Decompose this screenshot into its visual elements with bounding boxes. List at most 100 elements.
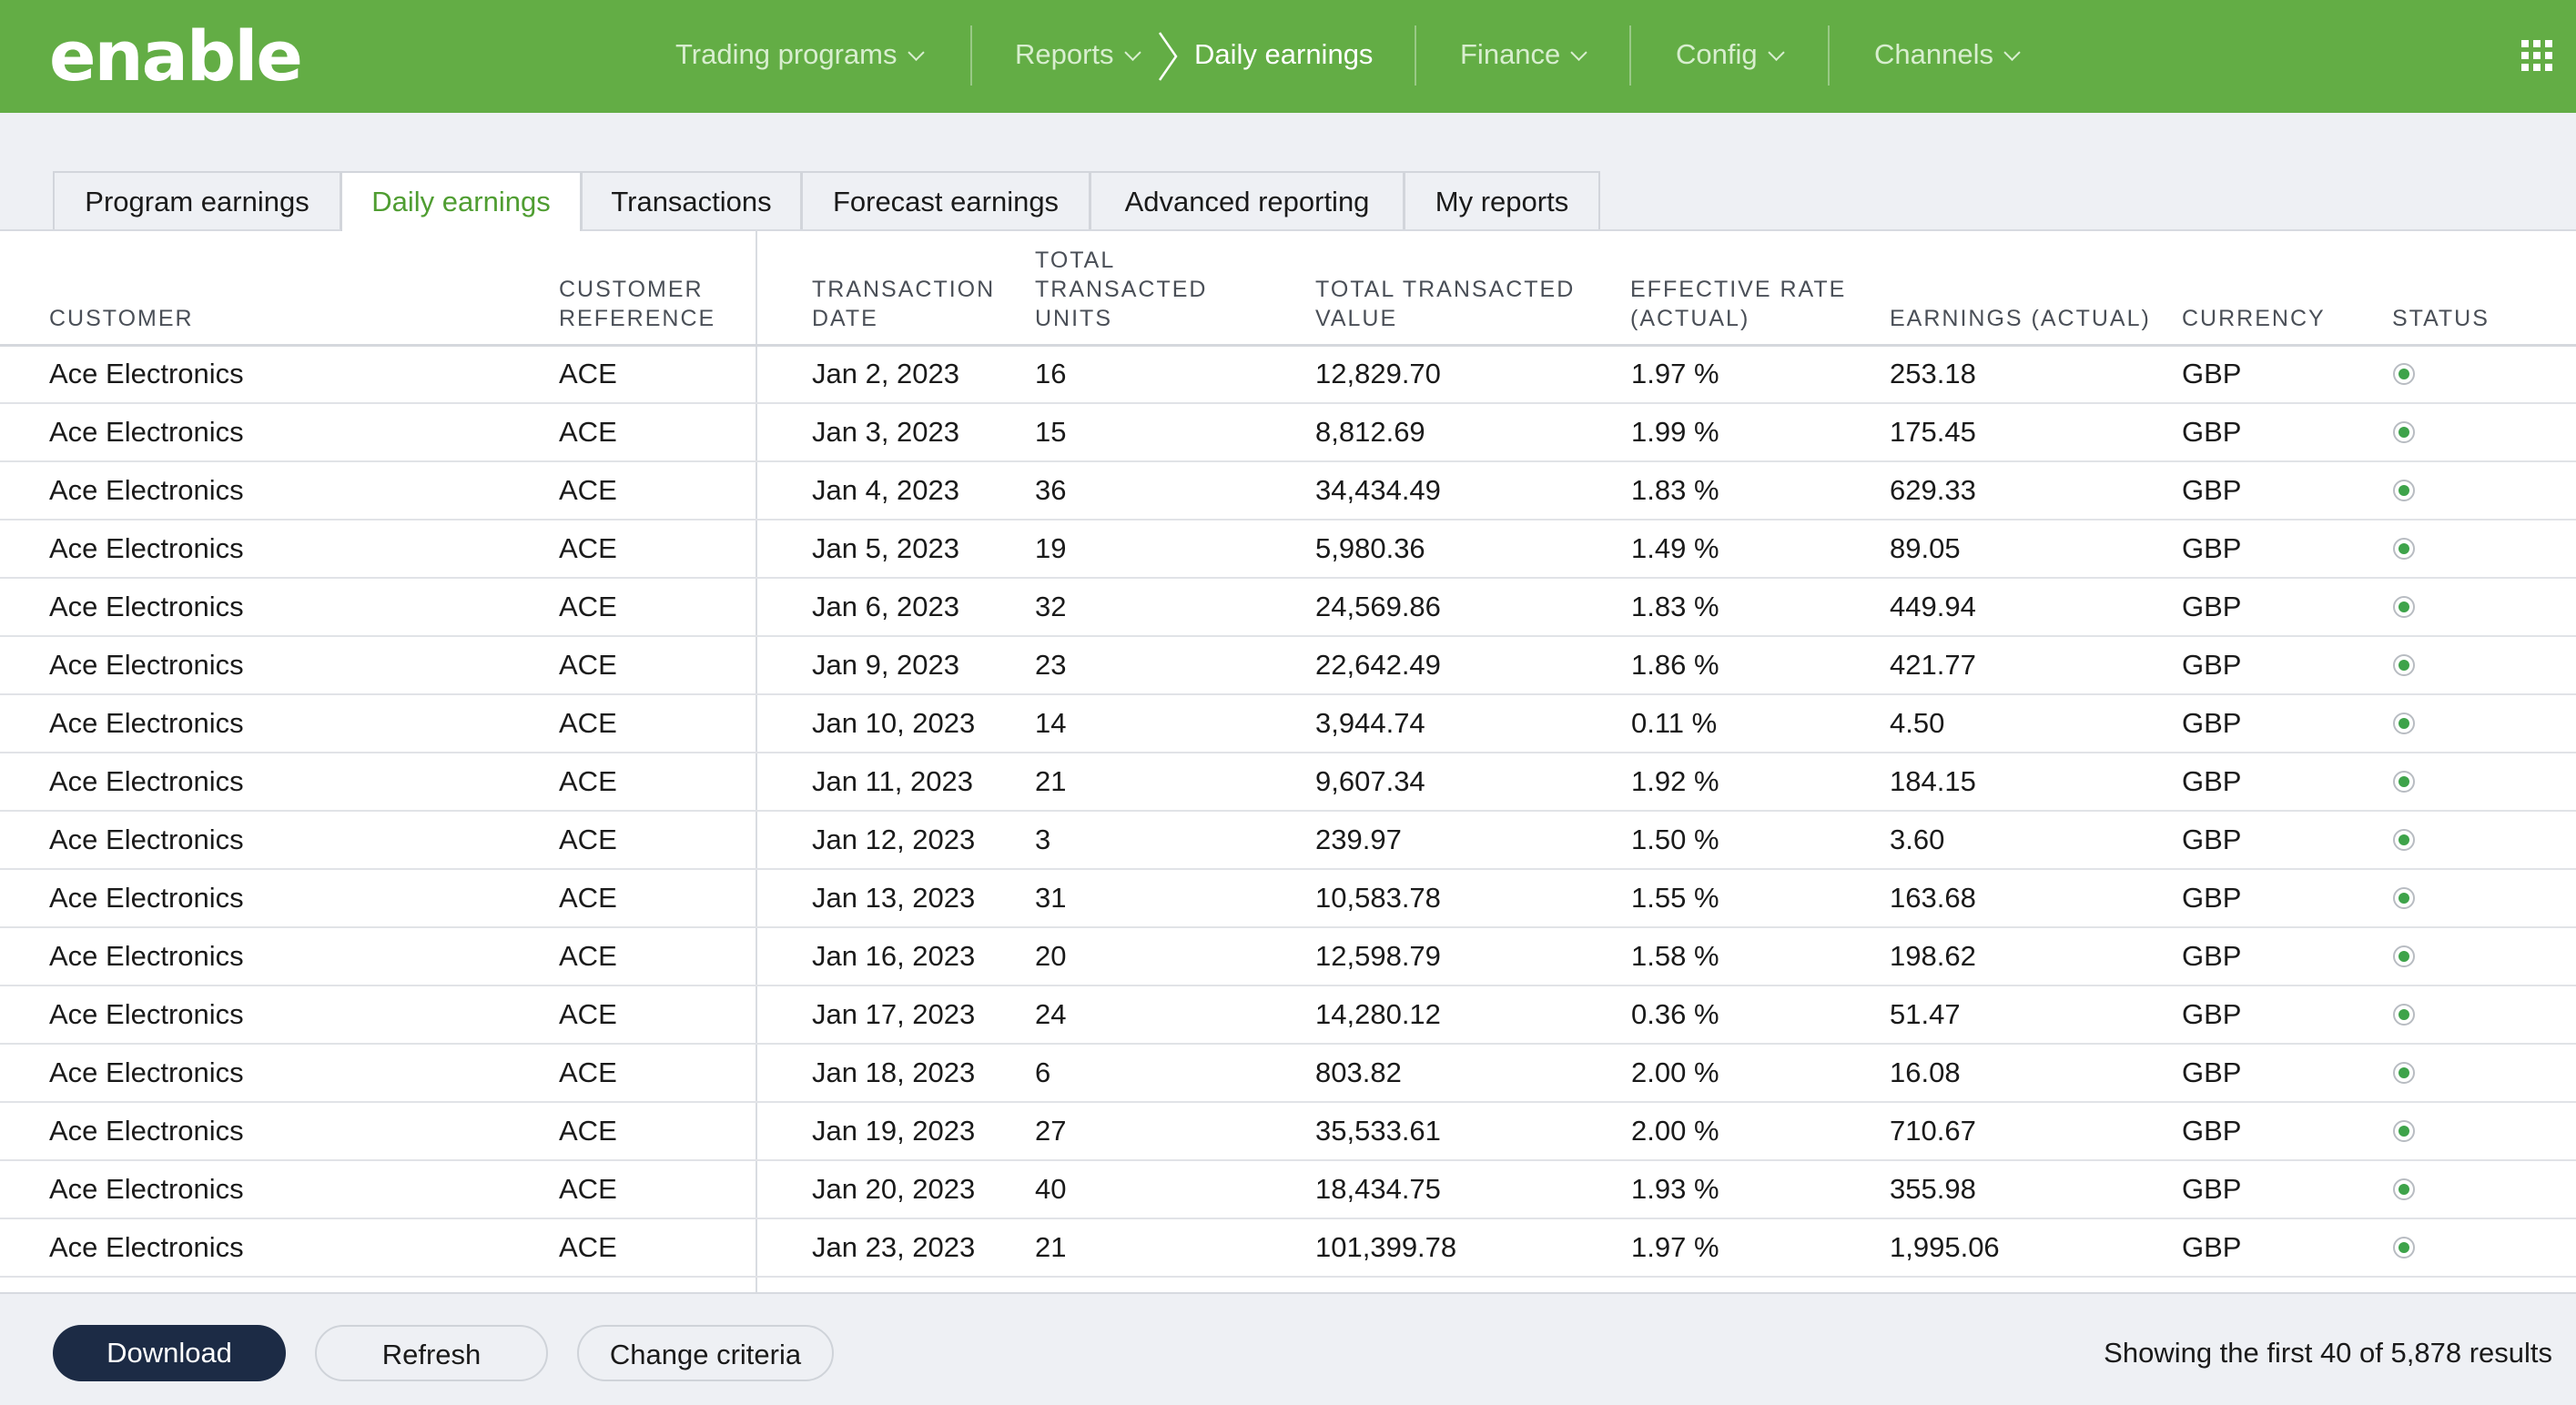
cell-total-value: 5,980.36 <box>1315 532 1425 564</box>
table-row[interactable]: Ace Electronics ACE Jan 6, 2023 32 24,569.86… <box>0 579 2576 637</box>
cell-transaction-date: Jan 18, 2023 <box>812 1056 976 1088</box>
tab-program-earnings[interactable]: Program earnings <box>53 171 341 229</box>
cell-total-value: 8,812.69 <box>1315 416 1425 448</box>
status-active-icon <box>2393 654 2415 676</box>
cell-customer-reference: ACE <box>559 1173 617 1205</box>
nav-finance[interactable]: Finance <box>1460 0 1587 113</box>
cell-total-units: 31 <box>1035 882 1067 914</box>
cell-customer-reference: ACE <box>559 474 617 506</box>
nav-config[interactable]: Config <box>1676 0 1785 113</box>
cell-currency: GBP <box>2182 824 2242 855</box>
table-row[interactable]: Ace Electronics ACE Jan 20, 2023 40 18,434.7… <box>0 1161 2576 1219</box>
table-row[interactable]: Ace Electronics ACE Jan 4, 2023 36 34,434.49… <box>0 462 2576 521</box>
table-row[interactable]: Ace Electronics ACE Jan 3, 2023 15 8,812.69 1… <box>0 404 2576 462</box>
table-row[interactable]: Ace Electronics ACE Jan 9, 2023 23 22,642.49… <box>0 637 2576 695</box>
cell-earnings: 710.67 <box>1890 1115 1976 1147</box>
cell-customer: Ace Electronics <box>49 358 244 389</box>
nav-divider <box>1828 25 1830 86</box>
cell-effective-rate: 1.55 % <box>1631 882 1719 914</box>
table-row[interactable]: Ace Electronics ACE Jan 12, 2023 3 239.97 1.5… <box>0 812 2576 870</box>
cell-total-units: 23 <box>1035 649 1067 681</box>
nav-reports[interactable]: Reports <box>1015 0 1141 113</box>
top-nav-bar: enable Trading programs Reports Daily ea… <box>0 0 2576 113</box>
table-row[interactable]: Ace Electronics ACE Jan 2, 2023 16 12,829.70… <box>0 346 2576 404</box>
header-transaction-date[interactable]: TRANSACTION DATE <box>812 275 995 333</box>
tab-transactions[interactable]: Transactions <box>581 171 802 229</box>
cell-transaction-date: Jan 6, 2023 <box>812 591 960 622</box>
status-active-icon <box>2393 829 2415 851</box>
cell-total-value: 18,434.75 <box>1315 1173 1441 1205</box>
table-row[interactable]: Ace Electronics ACE Jan 10, 2023 14 3,944.74… <box>0 695 2576 753</box>
header-total-units[interactable]: TOTAL TRANSACTED UNITS <box>1035 246 1207 333</box>
cell-earnings: 184.15 <box>1890 765 1976 797</box>
download-button[interactable]: Download <box>53 1325 286 1381</box>
cell-transaction-date: Jan 19, 2023 <box>812 1115 976 1147</box>
header-customer[interactable]: CUSTOMER <box>49 304 194 333</box>
cell-currency: GBP <box>2182 649 2242 681</box>
cell-effective-rate: 1.83 % <box>1631 474 1719 506</box>
cell-customer: Ace Electronics <box>49 824 244 855</box>
header-line: EARNINGS (ACTUAL) <box>1890 306 2151 331</box>
status-active-icon <box>2393 771 2415 793</box>
table-row[interactable]: Ace Electronics ACE Jan 23, 2023 21 101,399.… <box>0 1219 2576 1278</box>
cell-effective-rate: 1.58 % <box>1631 940 1719 972</box>
header-line: TOTAL TRANSACTED <box>1315 277 1576 302</box>
tab-daily-earnings[interactable]: Daily earnings <box>340 171 582 231</box>
header-effective-rate[interactable]: EFFECTIVE RATE (ACTUAL) <box>1630 275 1846 333</box>
cell-total-value: 34,434.49 <box>1315 474 1441 506</box>
header-line: EFFECTIVE RATE <box>1630 277 1847 302</box>
cell-customer-reference: ACE <box>559 824 617 855</box>
nav-channels[interactable]: Channels <box>1874 0 2021 113</box>
cell-total-units: 3 <box>1035 824 1051 855</box>
status-active-icon <box>2393 421 2415 443</box>
cell-currency: GBP <box>2182 1173 2242 1205</box>
cell-transaction-date: Jan 12, 2023 <box>812 824 976 855</box>
cell-currency: GBP <box>2182 1115 2242 1147</box>
table-row[interactable]: Ace Electronics ACE Jan 11, 2023 21 9,607.34… <box>0 753 2576 812</box>
status-active-icon <box>2393 1178 2415 1200</box>
header-currency[interactable]: CURRENCY <box>2182 304 2326 333</box>
cell-total-value: 22,642.49 <box>1315 649 1441 681</box>
cell-total-units: 21 <box>1035 765 1067 797</box>
cell-transaction-date: Jan 16, 2023 <box>812 940 976 972</box>
nav-daily-earnings-label: Daily earnings <box>1194 38 1374 70</box>
cell-earnings: 4.50 <box>1890 707 1945 739</box>
table-row[interactable]: Ace Electronics ACE Jan 17, 2023 24 14,280.1… <box>0 986 2576 1045</box>
header-customer-reference[interactable]: CUSTOMER REFERENCE <box>559 275 715 333</box>
status-active-icon <box>2393 1120 2415 1142</box>
table-row[interactable]: Ace Electronics ACE Jan 18, 2023 6 803.82 2.0… <box>0 1045 2576 1103</box>
cell-total-value: 3,944.74 <box>1315 707 1425 739</box>
header-earnings[interactable]: EARNINGS (ACTUAL) <box>1890 304 2151 333</box>
header-status[interactable]: STATUS <box>2392 304 2490 333</box>
cell-customer-reference: ACE <box>559 707 617 739</box>
enable-logo[interactable]: enable <box>49 15 303 96</box>
tab-advanced-reporting[interactable]: Advanced reporting <box>1090 171 1405 229</box>
cell-currency: GBP <box>2182 882 2242 914</box>
nav-daily-earnings[interactable]: Daily earnings <box>1194 0 1373 113</box>
nav-trading-programs[interactable]: Trading programs <box>675 0 925 113</box>
cell-currency: GBP <box>2182 532 2242 564</box>
change-criteria-button[interactable]: Change criteria <box>577 1325 834 1381</box>
cell-currency: GBP <box>2182 940 2242 972</box>
cell-earnings: 3.60 <box>1890 824 1945 855</box>
cell-earnings: 89.05 <box>1890 532 1961 564</box>
cell-customer-reference: ACE <box>559 882 617 914</box>
cell-customer-reference: ACE <box>559 358 617 389</box>
table-row[interactable]: Ace Electronics ACE Jan 13, 2023 31 10,583.7… <box>0 870 2576 928</box>
status-active-icon <box>2393 538 2415 560</box>
cell-currency: GBP <box>2182 1231 2242 1263</box>
cell-total-units: 15 <box>1035 416 1067 448</box>
cell-earnings: 16.08 <box>1890 1056 1961 1088</box>
tab-my-reports[interactable]: My reports <box>1404 171 1600 229</box>
header-total-value[interactable]: TOTAL TRANSACTED VALUE <box>1315 275 1575 333</box>
table-row[interactable]: Ace Electronics ACE Jan 19, 2023 27 35,533.6… <box>0 1103 2576 1161</box>
cell-earnings: 175.45 <box>1890 416 1976 448</box>
refresh-button[interactable]: Refresh <box>315 1325 548 1381</box>
cell-effective-rate: 1.99 % <box>1631 416 1719 448</box>
column-divider <box>756 229 757 1292</box>
tab-forecast-earnings[interactable]: Forecast earnings <box>801 171 1090 229</box>
table-row[interactable]: Ace Electronics ACE Jan 5, 2023 19 5,980.36 1… <box>0 521 2576 579</box>
table-row[interactable]: Ace Electronics ACE Jan 16, 2023 20 12,598.7… <box>0 928 2576 986</box>
apps-grid-icon[interactable] <box>2521 40 2552 71</box>
report-tabs: Program earnings Daily earnings Transact… <box>0 113 2576 231</box>
